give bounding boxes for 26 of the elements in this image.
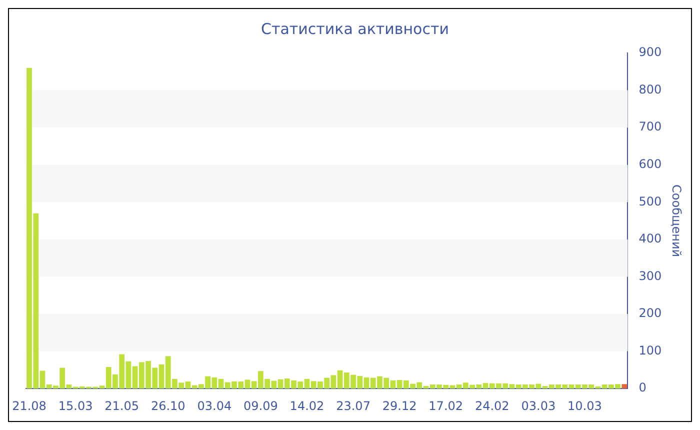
y-tick-label: 0 <box>638 380 646 395</box>
x-tick-label: 26.10 <box>150 398 186 413</box>
y-tick-label: 200 <box>638 306 662 320</box>
y-tick-label: 300 <box>638 268 662 283</box>
x-tick-label: 23.07 <box>336 398 370 413</box>
x-tick-label: 14.02 <box>290 398 324 413</box>
y-tick-label: 900 <box>638 45 662 60</box>
y-tick-label: 500 <box>638 194 662 208</box>
y-tick-label: 600 <box>638 156 662 171</box>
x-tick-label: 15.03 <box>58 398 93 413</box>
x-tick-label: 03.03 <box>521 398 556 413</box>
chart-title: Статистика активности <box>261 20 449 38</box>
y-axis-title: Сообщений <box>670 184 684 258</box>
x-tick-label: 24.02 <box>474 398 510 413</box>
y-tick-label: 100 <box>638 343 662 358</box>
y-tick-label: 800 <box>638 82 662 96</box>
bar <box>622 384 628 389</box>
x-tick-label: 21.05 <box>104 398 140 413</box>
x-tick-label: 09.09 <box>244 398 278 413</box>
x-tick-label: 21.08 <box>12 398 46 413</box>
y-tick-label: 700 <box>638 120 662 134</box>
x-tick-label: 10.03 <box>568 398 602 413</box>
x-tick-label: 17.02 <box>428 398 464 413</box>
x-tick-label: 29.12 <box>382 398 417 413</box>
x-tick-label: 03.04 <box>197 398 232 413</box>
y-tick-label: 400 <box>638 232 662 246</box>
